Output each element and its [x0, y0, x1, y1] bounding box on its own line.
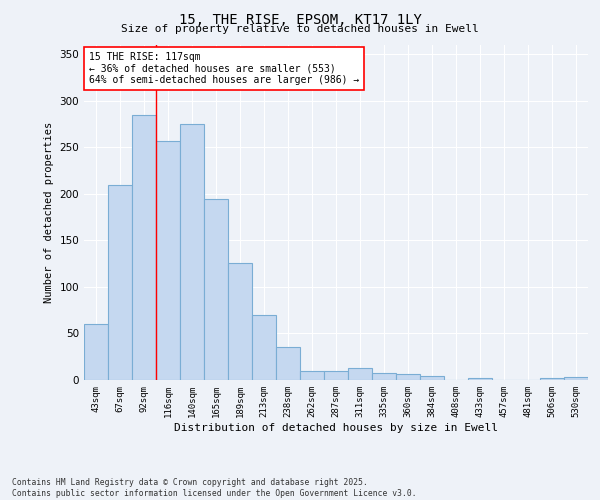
- Bar: [540, 378, 564, 380]
- Bar: [468, 378, 492, 380]
- Y-axis label: Number of detached properties: Number of detached properties: [44, 122, 54, 303]
- Bar: [372, 372, 396, 380]
- Bar: [204, 198, 228, 380]
- Bar: [420, 376, 444, 380]
- Text: Contains HM Land Registry data © Crown copyright and database right 2025.
Contai: Contains HM Land Registry data © Crown c…: [12, 478, 416, 498]
- Bar: [348, 368, 372, 380]
- Bar: [564, 377, 588, 380]
- Bar: [300, 370, 324, 380]
- Text: 15, THE RISE, EPSOM, KT17 1LY: 15, THE RISE, EPSOM, KT17 1LY: [179, 12, 421, 26]
- Bar: [84, 324, 108, 380]
- Bar: [156, 141, 180, 380]
- Bar: [396, 374, 420, 380]
- Bar: [324, 370, 348, 380]
- Text: 15 THE RISE: 117sqm
← 36% of detached houses are smaller (553)
64% of semi-detac: 15 THE RISE: 117sqm ← 36% of detached ho…: [89, 52, 359, 85]
- Bar: [228, 263, 252, 380]
- Text: Size of property relative to detached houses in Ewell: Size of property relative to detached ho…: [121, 24, 479, 34]
- X-axis label: Distribution of detached houses by size in Ewell: Distribution of detached houses by size …: [174, 422, 498, 432]
- Bar: [252, 315, 276, 380]
- Bar: [108, 184, 132, 380]
- Bar: [276, 348, 300, 380]
- Bar: [132, 115, 156, 380]
- Bar: [180, 124, 204, 380]
